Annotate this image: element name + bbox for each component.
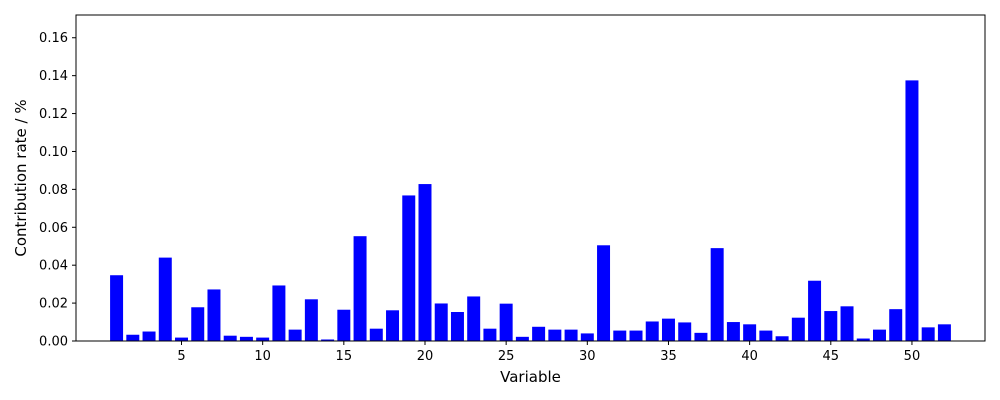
bars-group: [110, 80, 951, 342]
bar-variable-19: [402, 195, 416, 341]
bar-variable-45: [824, 311, 838, 341]
bar-variable-1: [110, 275, 124, 341]
y-axis-label: Contribution rate / %: [12, 99, 30, 256]
x-tick-label: 10: [254, 349, 271, 364]
bar-variable-36: [678, 322, 692, 341]
bar-variable-52: [937, 324, 951, 341]
x-tick-label: 35: [660, 349, 677, 364]
x-tick-label: 30: [579, 349, 596, 364]
bar-variable-2: [126, 334, 140, 341]
bar-variable-28: [548, 329, 562, 341]
bar-variable-3: [142, 331, 156, 341]
bar-variable-33: [629, 330, 643, 341]
bar-variable-38: [710, 248, 724, 341]
bar-variable-51: [921, 327, 935, 341]
y-tick-label: 0.10: [39, 145, 68, 160]
bar-variable-9: [239, 336, 253, 341]
bar-variable-32: [613, 330, 627, 341]
bar-variable-48: [872, 329, 886, 341]
bar-variable-12: [288, 329, 302, 341]
bar-variable-6: [191, 307, 205, 341]
plot-frame: [75, 14, 986, 342]
bar-variable-21: [434, 303, 448, 341]
bar-variable-27: [532, 326, 546, 341]
x-tick-label: 50: [904, 349, 921, 364]
bar-variable-17: [369, 328, 383, 341]
y-tick-label: 0.16: [39, 31, 68, 46]
x-tick-label: 15: [336, 349, 353, 364]
bar-variable-8: [223, 335, 237, 341]
bar-variable-22: [450, 312, 464, 341]
x-tick-label: 25: [498, 349, 515, 364]
bar-variable-20: [418, 184, 432, 341]
y-tick-label: 0.04: [39, 259, 68, 274]
y-tick-label: 0.00: [39, 335, 68, 350]
bar-variable-13: [304, 299, 318, 341]
bar-variable-37: [694, 332, 708, 341]
bar-variable-26: [515, 336, 529, 341]
bar-variable-30: [580, 333, 594, 341]
bar-variable-42: [775, 336, 789, 341]
y-tick-label: 0.14: [39, 69, 68, 84]
y-tick-label: 0.02: [39, 297, 68, 312]
bar-variable-14: [321, 339, 335, 341]
y-axis: 0.00 0.02 0.04 0.06 0.08 0.10 0.12 0.14 0.16: [39, 31, 76, 350]
bar-variable-43: [791, 317, 805, 341]
bar-variable-49: [889, 309, 903, 341]
x-axis-label: Variable: [500, 368, 561, 386]
bar-variable-40: [743, 324, 757, 341]
bar-variable-46: [840, 306, 854, 341]
x-tick-label: 40: [741, 349, 758, 364]
bar-variable-18: [386, 310, 400, 341]
x-axis: 5 10 15 20 25 30 35 40 45 50: [177, 341, 920, 364]
bar-variable-25: [499, 303, 513, 341]
bar-variable-11: [272, 285, 286, 341]
bar-variable-7: [207, 289, 221, 341]
bar-variable-39: [726, 322, 740, 341]
bar-variable-23: [467, 296, 481, 341]
y-tick-label: 0.12: [39, 107, 68, 122]
bar-variable-10: [256, 337, 270, 341]
bar-variable-5: [175, 337, 189, 341]
bar-variable-29: [564, 329, 578, 341]
bar-variable-50: [905, 80, 919, 342]
y-tick-label: 0.08: [39, 183, 68, 198]
bar-variable-41: [759, 330, 773, 341]
x-tick-label: 45: [823, 349, 840, 364]
x-tick-label: 20: [417, 349, 434, 364]
bar-variable-16: [353, 236, 367, 341]
bar-variable-24: [483, 328, 497, 341]
bar-variable-31: [597, 245, 611, 341]
bar-variable-4: [158, 257, 172, 341]
y-tick-label: 0.06: [39, 221, 68, 236]
bar-variable-44: [808, 280, 822, 341]
x-tick-label: 5: [177, 349, 185, 364]
bar-variable-35: [661, 318, 675, 341]
bar-variable-47: [856, 338, 870, 341]
bar-variable-34: [645, 321, 659, 341]
bar-variable-15: [337, 309, 351, 341]
